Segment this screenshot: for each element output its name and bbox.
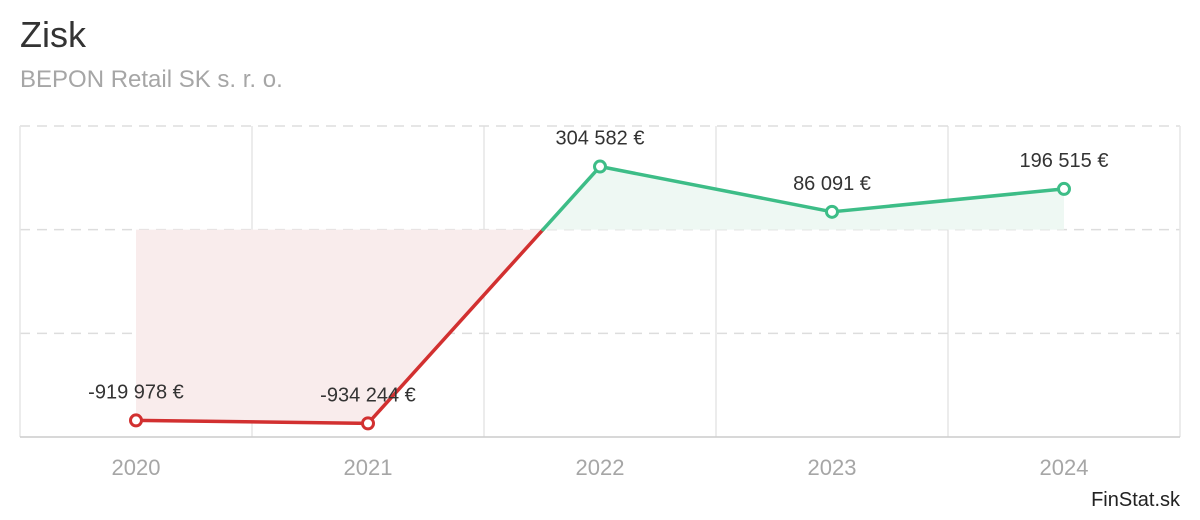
data-point-marker (1057, 181, 1071, 196)
data-label: -934 244 € (320, 384, 416, 406)
chart-subtitle: BEPON Retail SK s. r. o. (20, 66, 283, 93)
finstat-brand-label[interactable]: FinStat.sk (1091, 489, 1180, 511)
x-tick-label: 2024 (1040, 455, 1089, 480)
data-point-marker (593, 159, 607, 174)
data-label: 86 091 € (793, 173, 871, 195)
x-tick-label: 2022 (576, 455, 625, 480)
x-tick-label: 2023 (808, 455, 857, 480)
data-label: 196 515 € (1020, 150, 1109, 172)
loss-area (136, 229, 543, 424)
data-label: -919 978 € (88, 381, 184, 403)
x-tick-label: 2021 (344, 455, 393, 480)
data-point-marker (129, 413, 143, 428)
data-label: 304 582 € (556, 128, 645, 150)
x-tick-label: 2020 (112, 455, 161, 480)
data-point-marker (825, 204, 839, 219)
profit-line-segment (541, 164, 1066, 232)
chart-title: Zisk (20, 14, 86, 55)
data-point-marker (361, 416, 375, 431)
